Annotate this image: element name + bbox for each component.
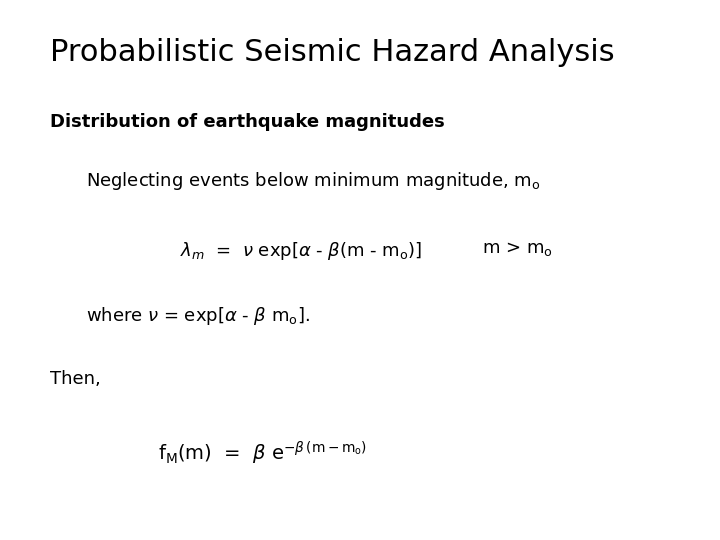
Text: $\lambda_m$  =  $\nu$ exp[$\alpha$ - $\beta$(m - m$_\mathrm{o}$)]: $\lambda_m$ = $\nu$ exp[$\alpha$ - $\bet…	[180, 240, 423, 262]
Text: f$_\mathrm{M}$(m)  =  $\beta$ e$^{-\beta\,\mathrm{(m-m_o)}}$: f$_\mathrm{M}$(m) = $\beta$ e$^{-\beta\,…	[158, 440, 367, 467]
Text: Distribution of earthquake magnitudes: Distribution of earthquake magnitudes	[50, 113, 445, 131]
Text: Probabilistic Seismic Hazard Analysis: Probabilistic Seismic Hazard Analysis	[50, 38, 615, 67]
Text: Neglecting events below minimum magnitude, m$_\mathrm{o}$: Neglecting events below minimum magnitud…	[86, 170, 541, 192]
Text: where $\nu$ = exp[$\alpha$ - $\beta$ m$_\mathrm{o}$].: where $\nu$ = exp[$\alpha$ - $\beta$ m$_…	[86, 305, 310, 327]
Text: Then,: Then,	[50, 370, 101, 388]
Text: m > m$_\mathrm{o}$: m > m$_\mathrm{o}$	[482, 240, 553, 258]
